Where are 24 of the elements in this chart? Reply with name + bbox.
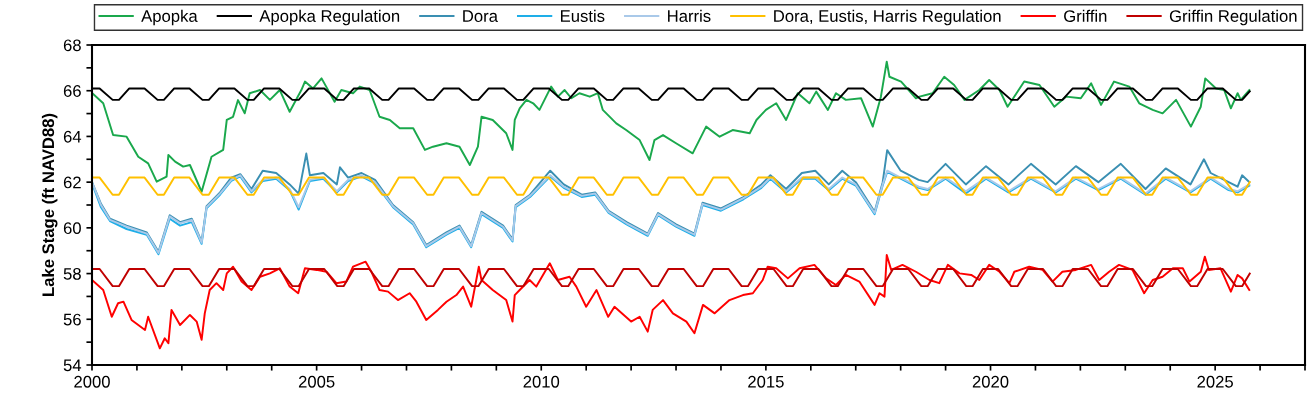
y-tick-label: 58 [63, 267, 81, 280]
legend-label: Apopka Regulation [259, 9, 400, 26]
y-tick-label: 56 [63, 313, 81, 326]
x-tick-label: 2025 [1197, 375, 1233, 388]
legend-label: Griffin Regulation [1169, 9, 1297, 26]
legend-label: Apopka [141, 9, 198, 26]
y-tick-label: 60 [63, 222, 81, 235]
y-tick-label: 66 [63, 85, 81, 97]
y-tick-label: 54 [63, 359, 82, 372]
legend-label: Dora [463, 10, 498, 22]
y-axis-title: Lake Stage (ft NAVD88) [41, 113, 58, 296]
legend-label: Griffin [1064, 9, 1107, 22]
legend-label: Dora, Eustis, Harris Regulation [774, 9, 1001, 26]
x-tick-label: 2010 [523, 375, 560, 388]
x-tick-label: 2005 [298, 375, 335, 388]
x-tick-label: 2000 [74, 375, 110, 388]
x-tick-label: 2015 [748, 375, 784, 388]
y-tick-label: 68 [63, 39, 81, 52]
y-tick-label: 62 [63, 176, 81, 189]
legend-label: Harris [668, 9, 711, 22]
x-tick-label: 2020 [972, 375, 1009, 388]
legend-label: Eustis [560, 9, 605, 22]
y-tick-label: 64 [63, 130, 82, 143]
line-series [92, 254, 1251, 350]
